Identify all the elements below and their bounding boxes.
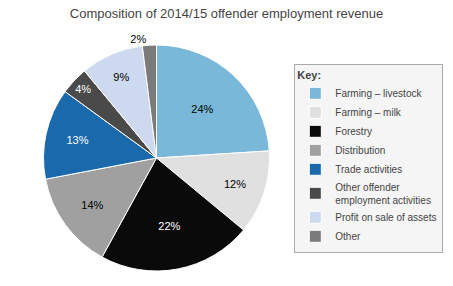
svg-text:2%: 2%: [130, 33, 146, 45]
svg-text:Forestry: Forestry: [335, 126, 372, 137]
svg-text:14%: 14%: [81, 199, 103, 211]
svg-text:13%: 13%: [66, 134, 88, 146]
svg-text:Other: Other: [335, 231, 361, 242]
svg-text:Trade activities: Trade activities: [335, 164, 402, 175]
svg-text:4%: 4%: [75, 83, 91, 95]
svg-text:Other offenderemployment activ: Other offenderemployment activities: [335, 182, 431, 206]
svg-text:Farming – livestock: Farming – livestock: [335, 88, 422, 99]
svg-text:Composition of 2014/15 offende: Composition of 2014/15 offender employme…: [70, 6, 383, 21]
svg-text:Farming – milk: Farming – milk: [335, 107, 402, 118]
svg-text:24%: 24%: [191, 103, 213, 115]
svg-text:Distribution: Distribution: [335, 145, 385, 156]
svg-text:Profit on sale of assets: Profit on sale of assets: [335, 212, 436, 223]
svg-text:22%: 22%: [158, 220, 180, 232]
svg-text:9%: 9%: [113, 71, 129, 83]
svg-text:Key:: Key:: [297, 69, 321, 81]
svg-text:12%: 12%: [224, 178, 246, 190]
